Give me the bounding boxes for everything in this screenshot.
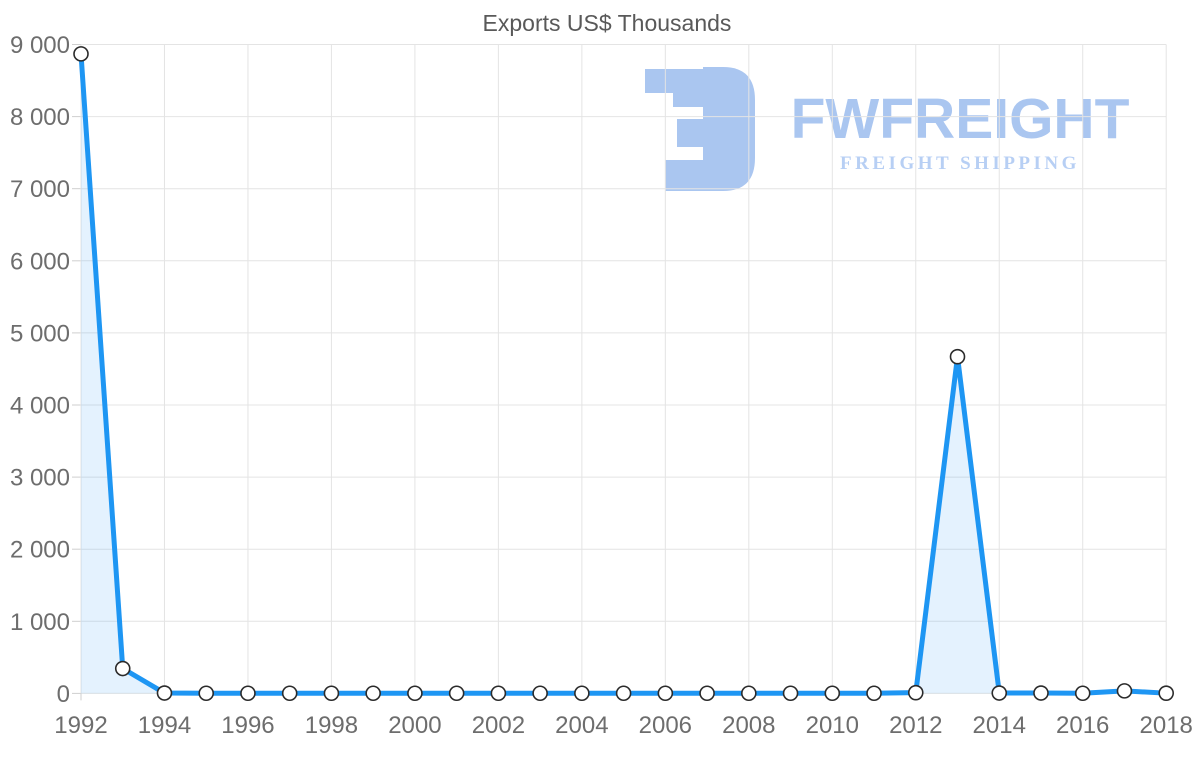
x-axis-label: 2006 (639, 712, 692, 739)
watermark-logo: FWFREIGHT FREIGHT SHIPPING (640, 62, 1165, 197)
x-axis-label: 2010 (806, 712, 859, 739)
y-axis-label: 2 000 (10, 537, 70, 564)
x-axis-label: 1994 (138, 712, 191, 739)
watermark-tagline-text: FREIGHT SHIPPING (840, 152, 1080, 174)
y-axis-label: 6 000 (10, 248, 70, 275)
watermark-brand-text: FWFREIGHT (790, 87, 1130, 151)
chart-series (73, 46, 1174, 702)
data-point-marker[interactable] (114, 660, 131, 677)
data-point-marker[interactable] (1074, 685, 1091, 702)
watermark-text-block: FWFREIGHT FREIGHT SHIPPING (764, 87, 1156, 175)
x-axis-label: 2002 (472, 712, 525, 739)
y-axis-label: 8 000 (10, 104, 70, 131)
x-axis-label: 2018 (1140, 712, 1193, 739)
data-point-marker[interactable] (240, 685, 256, 702)
data-point-marker[interactable] (198, 685, 215, 702)
data-point-marker[interactable] (699, 685, 715, 702)
x-axis-label: 2008 (722, 712, 775, 739)
data-point-marker[interactable] (281, 685, 298, 702)
y-axis-label: 1 000 (10, 609, 70, 636)
chart-gridlines (72, 44, 1167, 701)
series-line (78, 51, 1169, 696)
x-axis-label: 2012 (889, 712, 942, 739)
data-point-marker[interactable] (490, 685, 507, 702)
y-axis-label: 7 000 (10, 176, 70, 203)
data-point-marker[interactable] (657, 685, 674, 702)
x-axis-label: 2000 (388, 712, 441, 739)
data-point-marker[interactable] (73, 46, 89, 62)
data-point-marker[interactable] (1158, 685, 1174, 701)
chart-axis-labels: 0 1 000 2 000 3 000 4 000 5 000 6 000 7 000 8 00… (10, 32, 1193, 739)
data-point-marker[interactable] (323, 685, 340, 702)
data-point-marker[interactable] (156, 685, 173, 701)
data-point-marker[interactable] (574, 685, 590, 702)
y-axis-label: 9 000 (10, 32, 70, 59)
data-point-marker[interactable] (1033, 685, 1049, 701)
data-point-marker[interactable] (448, 685, 465, 702)
y-axis-label: 4 000 (10, 393, 70, 420)
x-axis-label: 1998 (305, 712, 358, 739)
x-axis-label: 2004 (555, 712, 608, 739)
y-axis-label: 0 (57, 681, 70, 708)
data-point-marker[interactable] (365, 685, 381, 702)
data-point-marker[interactable] (949, 348, 966, 365)
series-area-fill (81, 53, 1167, 694)
data-point-marker[interactable] (407, 685, 423, 702)
data-point-marker[interactable] (1116, 683, 1133, 699)
data-point-marker[interactable] (532, 685, 548, 702)
data-point-marker[interactable] (866, 685, 882, 702)
x-axis-label: 1992 (54, 712, 107, 739)
x-axis-label: 1996 (221, 712, 274, 739)
data-point-marker[interactable] (615, 685, 632, 702)
x-axis-label: 2016 (1056, 712, 1109, 739)
data-point-marker[interactable] (741, 685, 757, 702)
y-axis-label: 3 000 (10, 465, 70, 492)
data-point-marker[interactable] (782, 685, 799, 702)
data-point-marker[interactable] (824, 685, 841, 702)
data-point-marker[interactable] (991, 685, 1008, 701)
fwfreight-logo-icon (645, 67, 755, 191)
data-point-marker[interactable] (907, 684, 924, 701)
y-axis-label: 5 000 (10, 320, 70, 347)
chart-title: Exports US$ Thousands (483, 10, 732, 36)
x-axis-label: 2014 (973, 712, 1026, 739)
